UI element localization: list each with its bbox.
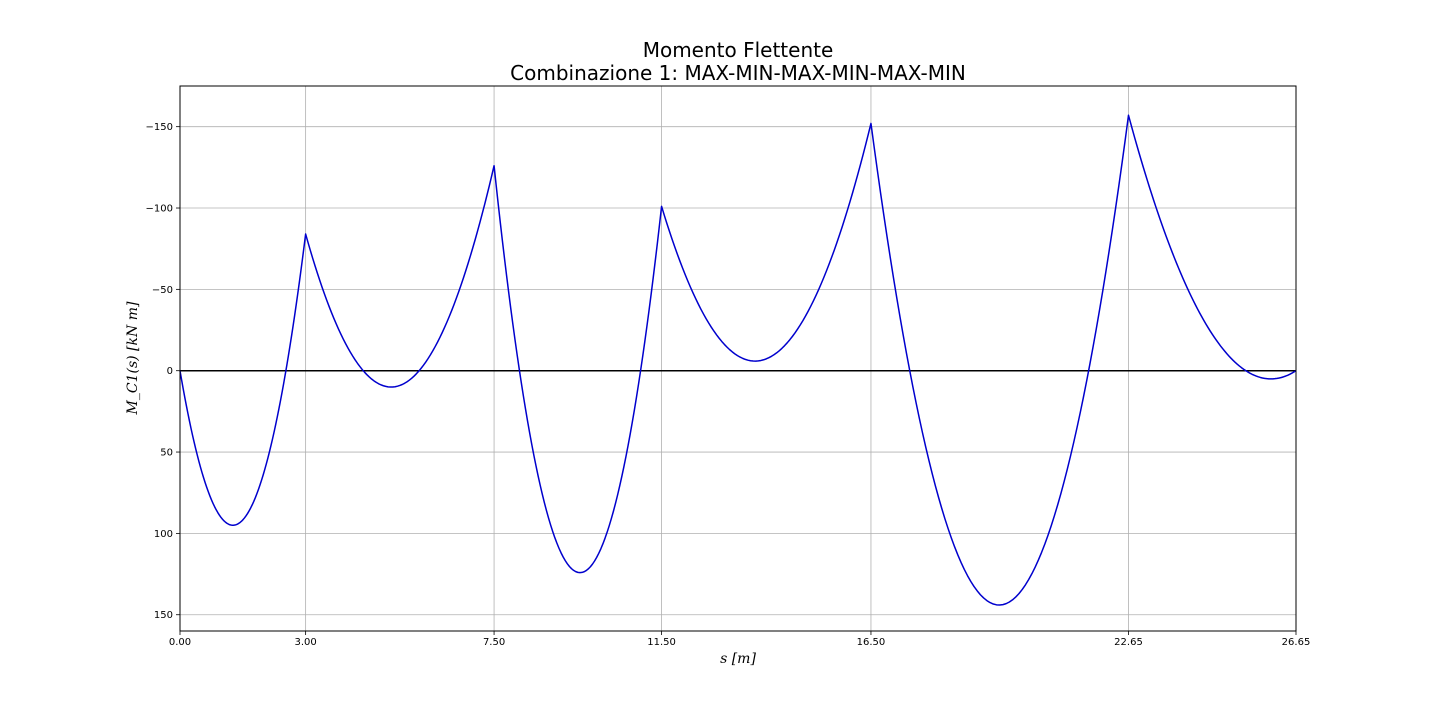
x-tick-label: 3.00 [294, 637, 316, 648]
x-tick-label: 7.50 [483, 637, 505, 648]
y-tick-label: 100 [154, 529, 173, 540]
bending-moment-line [179, 114, 1297, 606]
x-tick-label: 16.50 [857, 637, 886, 648]
chart-subtitle: Combinazione 1: MAX-MIN-MAX-MIN-MAX-MIN [510, 61, 966, 85]
x-tick-label: 26.65 [1282, 637, 1311, 648]
y-axis-ticks: −150 −100 −50 0 50 100 150 [146, 122, 180, 621]
y-tick-label: 0 [167, 366, 173, 377]
x-tick-label: 0.00 [169, 637, 191, 648]
y-tick-label: 50 [160, 448, 173, 459]
y-tick-label: −50 [152, 285, 173, 296]
y-tick-label: 150 [154, 610, 173, 621]
y-tick-label: −100 [146, 204, 173, 215]
y-tick-label: −150 [146, 122, 173, 133]
series-layer [179, 114, 1297, 606]
plot-frame [179, 85, 1297, 632]
x-tick-label: 11.50 [647, 637, 676, 648]
chart-title: Momento Flettente [643, 38, 834, 62]
x-tick-label: 22.65 [1114, 637, 1143, 648]
x-axis-label: s [m] [720, 651, 756, 667]
y-axis-label: M_C1(s) [kN m] [125, 301, 141, 415]
x-axis-ticks: 0.00 3.00 7.50 11.50 16.50 22.65 26.65 [169, 631, 1310, 648]
